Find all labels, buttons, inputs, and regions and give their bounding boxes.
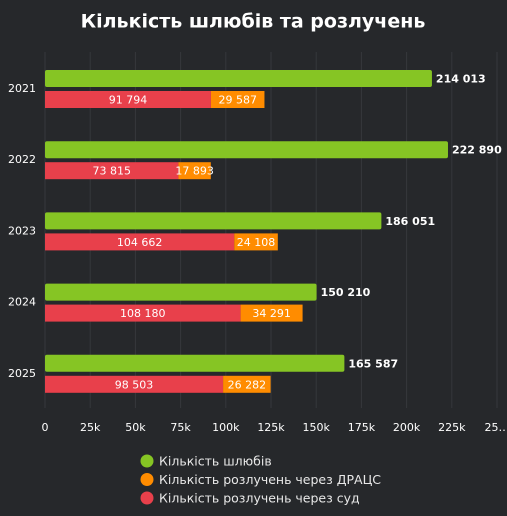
bar xyxy=(223,375,271,393)
legend-marker xyxy=(140,473,154,486)
data-label: 17 893 xyxy=(175,165,214,178)
data-label: 98 503 xyxy=(115,378,154,391)
x-tick-label: 225k xyxy=(438,421,466,434)
legend-text: Кількість розлучень через суд xyxy=(159,491,360,506)
y-tick-label: 2025 xyxy=(8,367,36,380)
bar xyxy=(234,233,278,251)
bar xyxy=(45,233,235,251)
legend-marker xyxy=(140,454,154,468)
legend-text: Кількість шлюбів xyxy=(159,454,272,469)
x-tick-label: 125k xyxy=(257,421,285,434)
x-tick-label: 100k xyxy=(212,421,240,434)
x-tick-label: 25… xyxy=(485,421,507,434)
data-label: 222 890 xyxy=(452,144,502,157)
x-tick-label: 200k xyxy=(393,421,421,434)
x-tick-label: 75k xyxy=(170,421,191,434)
legend-text: Кількість розлучень через ДРАЦС xyxy=(159,472,381,487)
bar xyxy=(240,304,303,322)
y-tick-label: 2021 xyxy=(8,82,36,95)
bar xyxy=(45,283,317,301)
data-label: 165 587 xyxy=(348,357,398,370)
x-tick-label: 150k xyxy=(303,421,331,434)
y-tick-label: 2023 xyxy=(8,224,36,237)
data-label: 186 051 xyxy=(385,215,435,228)
chart-title: Кількість шлюбів та розлучень xyxy=(81,11,426,33)
bar xyxy=(45,91,211,108)
x-tick-label: 50k xyxy=(125,421,146,434)
x-tick-label: 0 xyxy=(42,421,49,434)
bar xyxy=(45,304,241,322)
data-label: 73 815 xyxy=(92,165,131,178)
data-label: 29 587 xyxy=(218,94,257,107)
data-label: 104 662 xyxy=(117,236,163,249)
legend-marker xyxy=(140,491,154,505)
data-label: 108 180 xyxy=(120,307,166,320)
x-tick-label: 25k xyxy=(80,421,101,434)
data-label: 150 210 xyxy=(321,286,371,299)
bar xyxy=(45,141,448,159)
data-label: 91 794 xyxy=(109,94,148,107)
bar xyxy=(45,375,224,393)
bar xyxy=(45,212,382,230)
bar xyxy=(178,162,211,180)
x-tick-label: 175k xyxy=(348,421,376,434)
bar xyxy=(45,162,179,180)
data-label: 214 013 xyxy=(436,73,486,86)
y-tick-label: 2022 xyxy=(8,153,36,166)
bar xyxy=(45,70,432,87)
data-label: 24 108 xyxy=(237,236,276,249)
data-label: 34 291 xyxy=(252,307,291,320)
bar xyxy=(210,91,265,108)
y-tick-label: 2024 xyxy=(8,296,36,309)
bar xyxy=(45,354,345,372)
data-label: 26 282 xyxy=(228,378,267,391)
